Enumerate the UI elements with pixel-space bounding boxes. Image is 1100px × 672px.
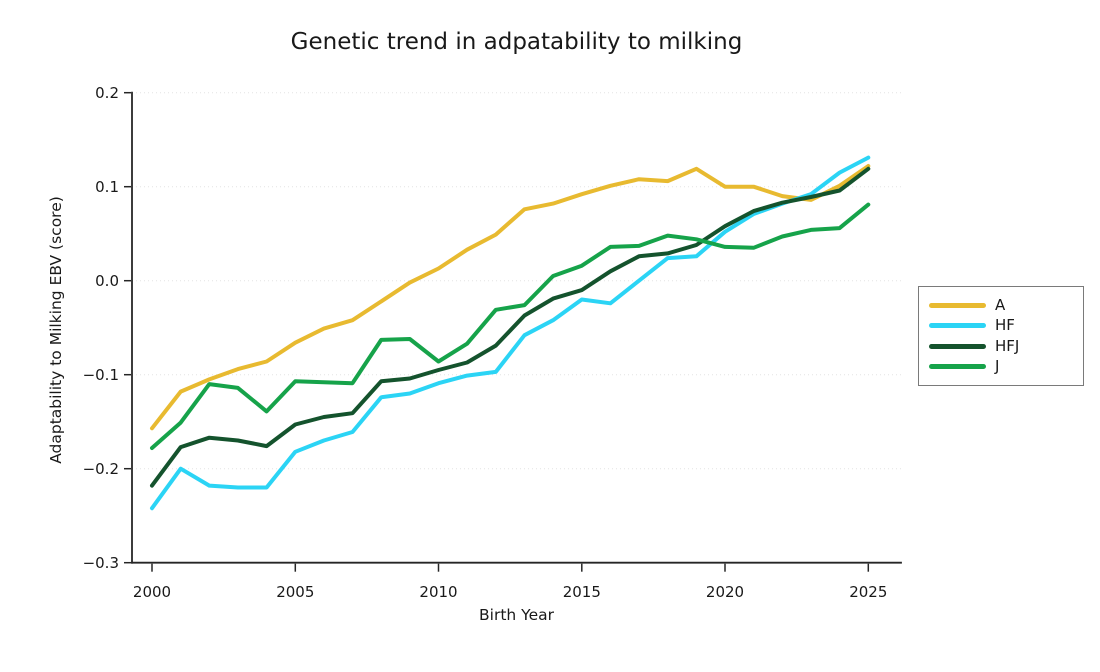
y-tick-label: −0.3 xyxy=(83,554,119,572)
series-line-A xyxy=(150,164,871,431)
gridlines xyxy=(132,92,901,564)
x-tick-label: 2025 xyxy=(849,583,887,601)
legend-item-J: J xyxy=(929,357,1073,376)
y-tick-label: 0.0 xyxy=(95,272,119,290)
y-tick-label: −0.2 xyxy=(83,460,119,478)
legend-swatch-HFJ xyxy=(929,343,986,349)
legend: A HF HFJ J xyxy=(918,286,1084,386)
legend-item-HF: HF xyxy=(929,316,1073,335)
legend-label: HF xyxy=(995,316,1015,335)
legend-swatch-J xyxy=(929,363,986,369)
y-axis-label: Adaptability to Milking EBV (score) xyxy=(47,196,65,464)
chart-title: Genetic trend in adpatability to milking xyxy=(290,29,743,55)
x-axis-label: Birth Year xyxy=(479,606,554,624)
x-tick-label: 2020 xyxy=(706,583,744,601)
legend-item-HFJ: HFJ xyxy=(929,337,1073,356)
y-tick-label: 0.1 xyxy=(95,178,119,196)
y-tick-label: −0.1 xyxy=(83,366,119,384)
legend-swatch-A xyxy=(929,303,986,308)
y-tick-label: 0.2 xyxy=(95,84,119,102)
series-line-J xyxy=(150,202,871,450)
x-tick-label: 2015 xyxy=(563,583,601,601)
legend-label: A xyxy=(995,296,1006,314)
x-tick-label: 2010 xyxy=(419,583,457,601)
series-line-HF xyxy=(150,155,871,511)
axes-spines xyxy=(131,91,902,564)
legend-label: HFJ xyxy=(995,336,1020,355)
legend-item-A: A xyxy=(929,296,1073,315)
tick-marks: 0.2 0.1 0.0 −0.1 −0.2 −0.3 2000 2005 2010 2015 202… xyxy=(83,84,888,601)
legend-swatch-HF xyxy=(929,323,986,329)
series-line-HFJ xyxy=(150,166,871,488)
series-lines xyxy=(150,155,871,511)
x-tick-label: 2005 xyxy=(276,583,314,601)
x-tick-label: 2000 xyxy=(133,583,171,601)
legend-label: J xyxy=(995,356,1000,375)
